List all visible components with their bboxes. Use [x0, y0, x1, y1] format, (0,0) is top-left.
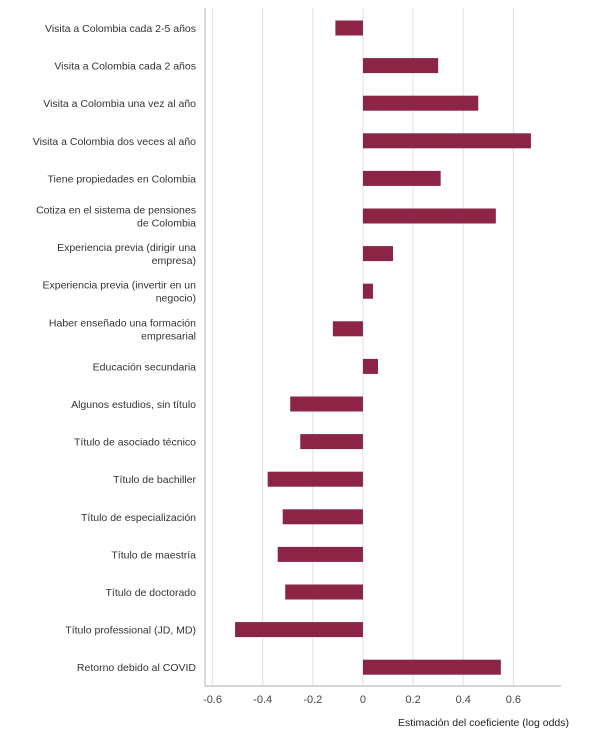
category-label-line: Título professional (JD, MD) — [65, 625, 196, 637]
category-label: Retorno debido al COVID — [77, 662, 196, 674]
category-label: Título de maestría — [111, 549, 196, 561]
category-label-line: de Colombia — [137, 218, 196, 230]
category-label: Tiene propiedades en Colombia — [48, 173, 197, 185]
bar — [285, 584, 363, 600]
bar — [335, 20, 363, 36]
category-label: Título de asociado técnico — [74, 437, 196, 449]
category-label: Visita a Colombia cada 2 años — [54, 61, 196, 73]
bar — [362, 659, 501, 675]
bar — [332, 321, 363, 337]
category-label-line: empresarial — [141, 330, 196, 342]
bar — [362, 170, 441, 186]
category-label: Visita a Colombia dos veces al año — [33, 136, 196, 148]
category-label-line: Educación secundaria — [93, 361, 196, 373]
bar — [362, 133, 531, 149]
category-label: Experiencia previa (invertir en un negoci… — [43, 280, 197, 305]
category-label-line: Visita a Colombia cada 2 años — [54, 61, 196, 73]
category-label-line: Algunos estudios, sin título — [71, 399, 196, 411]
category-label-line: Retorno debido al COVID — [77, 662, 196, 674]
category-label: Educación secundaria — [93, 361, 196, 373]
bar — [362, 358, 378, 374]
category-label: Cotiza en el sistema de pensiones de Colo… — [36, 205, 196, 230]
x-axis-title: Estimación del coeficiente (log odds) — [398, 717, 569, 729]
bar — [277, 546, 363, 562]
category-label-line: Haber enseñado una formación — [49, 317, 196, 329]
category-label: Visita a Colombia una vez al año — [43, 98, 196, 110]
bar — [362, 58, 439, 74]
bar — [362, 283, 373, 299]
category-label: Haber enseñado una formación empresarial — [49, 317, 196, 342]
category-label-line: Experiencia previa (dirigir una — [57, 242, 196, 254]
category-label-line: Título de maestría — [111, 549, 196, 561]
bar — [282, 509, 363, 525]
category-labels: Visita a Colombia cada 2-5 años Visita a … — [33, 23, 197, 674]
x-tick-labels: -0.6 -0.4 -0.2 0 0.2 0.4 0.6 — [203, 694, 521, 706]
category-label-line: Cotiza en el sistema de pensiones — [36, 205, 196, 217]
category-label-line: Tiene propiedades en Colombia — [48, 173, 197, 185]
bar — [267, 471, 363, 487]
category-label: Título de doctorado — [106, 587, 197, 599]
category-label-line: Visita a Colombia dos veces al año — [33, 136, 196, 148]
category-label-line: empresa) — [152, 255, 196, 267]
bar — [362, 208, 496, 224]
bar — [362, 246, 394, 262]
category-label-line: negocio) — [156, 293, 196, 305]
bar — [300, 434, 363, 450]
category-label-line: Título de especialización — [81, 512, 196, 524]
category-label: Título de especialización — [81, 512, 196, 524]
category-label-line: Experiencia previa (invertir en un — [43, 280, 197, 292]
bar — [290, 396, 363, 412]
category-label-line: Visita a Colombia una vez al año — [43, 98, 196, 110]
x-tick-label: 0.4 — [456, 694, 471, 706]
category-label-line: Título de asociado técnico — [74, 437, 196, 449]
category-label-line: Visita a Colombia cada 2-5 años — [45, 23, 196, 35]
x-tick-label: 0 — [360, 694, 366, 706]
x-tick-label: -0.2 — [303, 694, 322, 706]
category-label: Visita a Colombia cada 2-5 años — [45, 23, 196, 35]
x-tick-label: 0.6 — [506, 694, 521, 706]
gridlines — [211, 8, 514, 686]
bar — [235, 622, 363, 638]
x-tick-label: 0.2 — [405, 694, 420, 706]
category-label-line: Título de doctorado — [106, 587, 197, 599]
category-label-line: Título de bachiller — [113, 474, 196, 486]
category-label: Título professional (JD, MD) — [65, 625, 196, 637]
x-tick-label: -0.4 — [253, 694, 272, 706]
category-label: Experiencia previa (dirigir una empresa) — [57, 242, 196, 267]
category-label: Título de bachiller — [113, 474, 196, 486]
bar — [362, 95, 479, 111]
x-tick-label: -0.6 — [203, 694, 222, 706]
bars — [235, 20, 531, 675]
category-label: Algunos estudios, sin título — [71, 399, 196, 411]
